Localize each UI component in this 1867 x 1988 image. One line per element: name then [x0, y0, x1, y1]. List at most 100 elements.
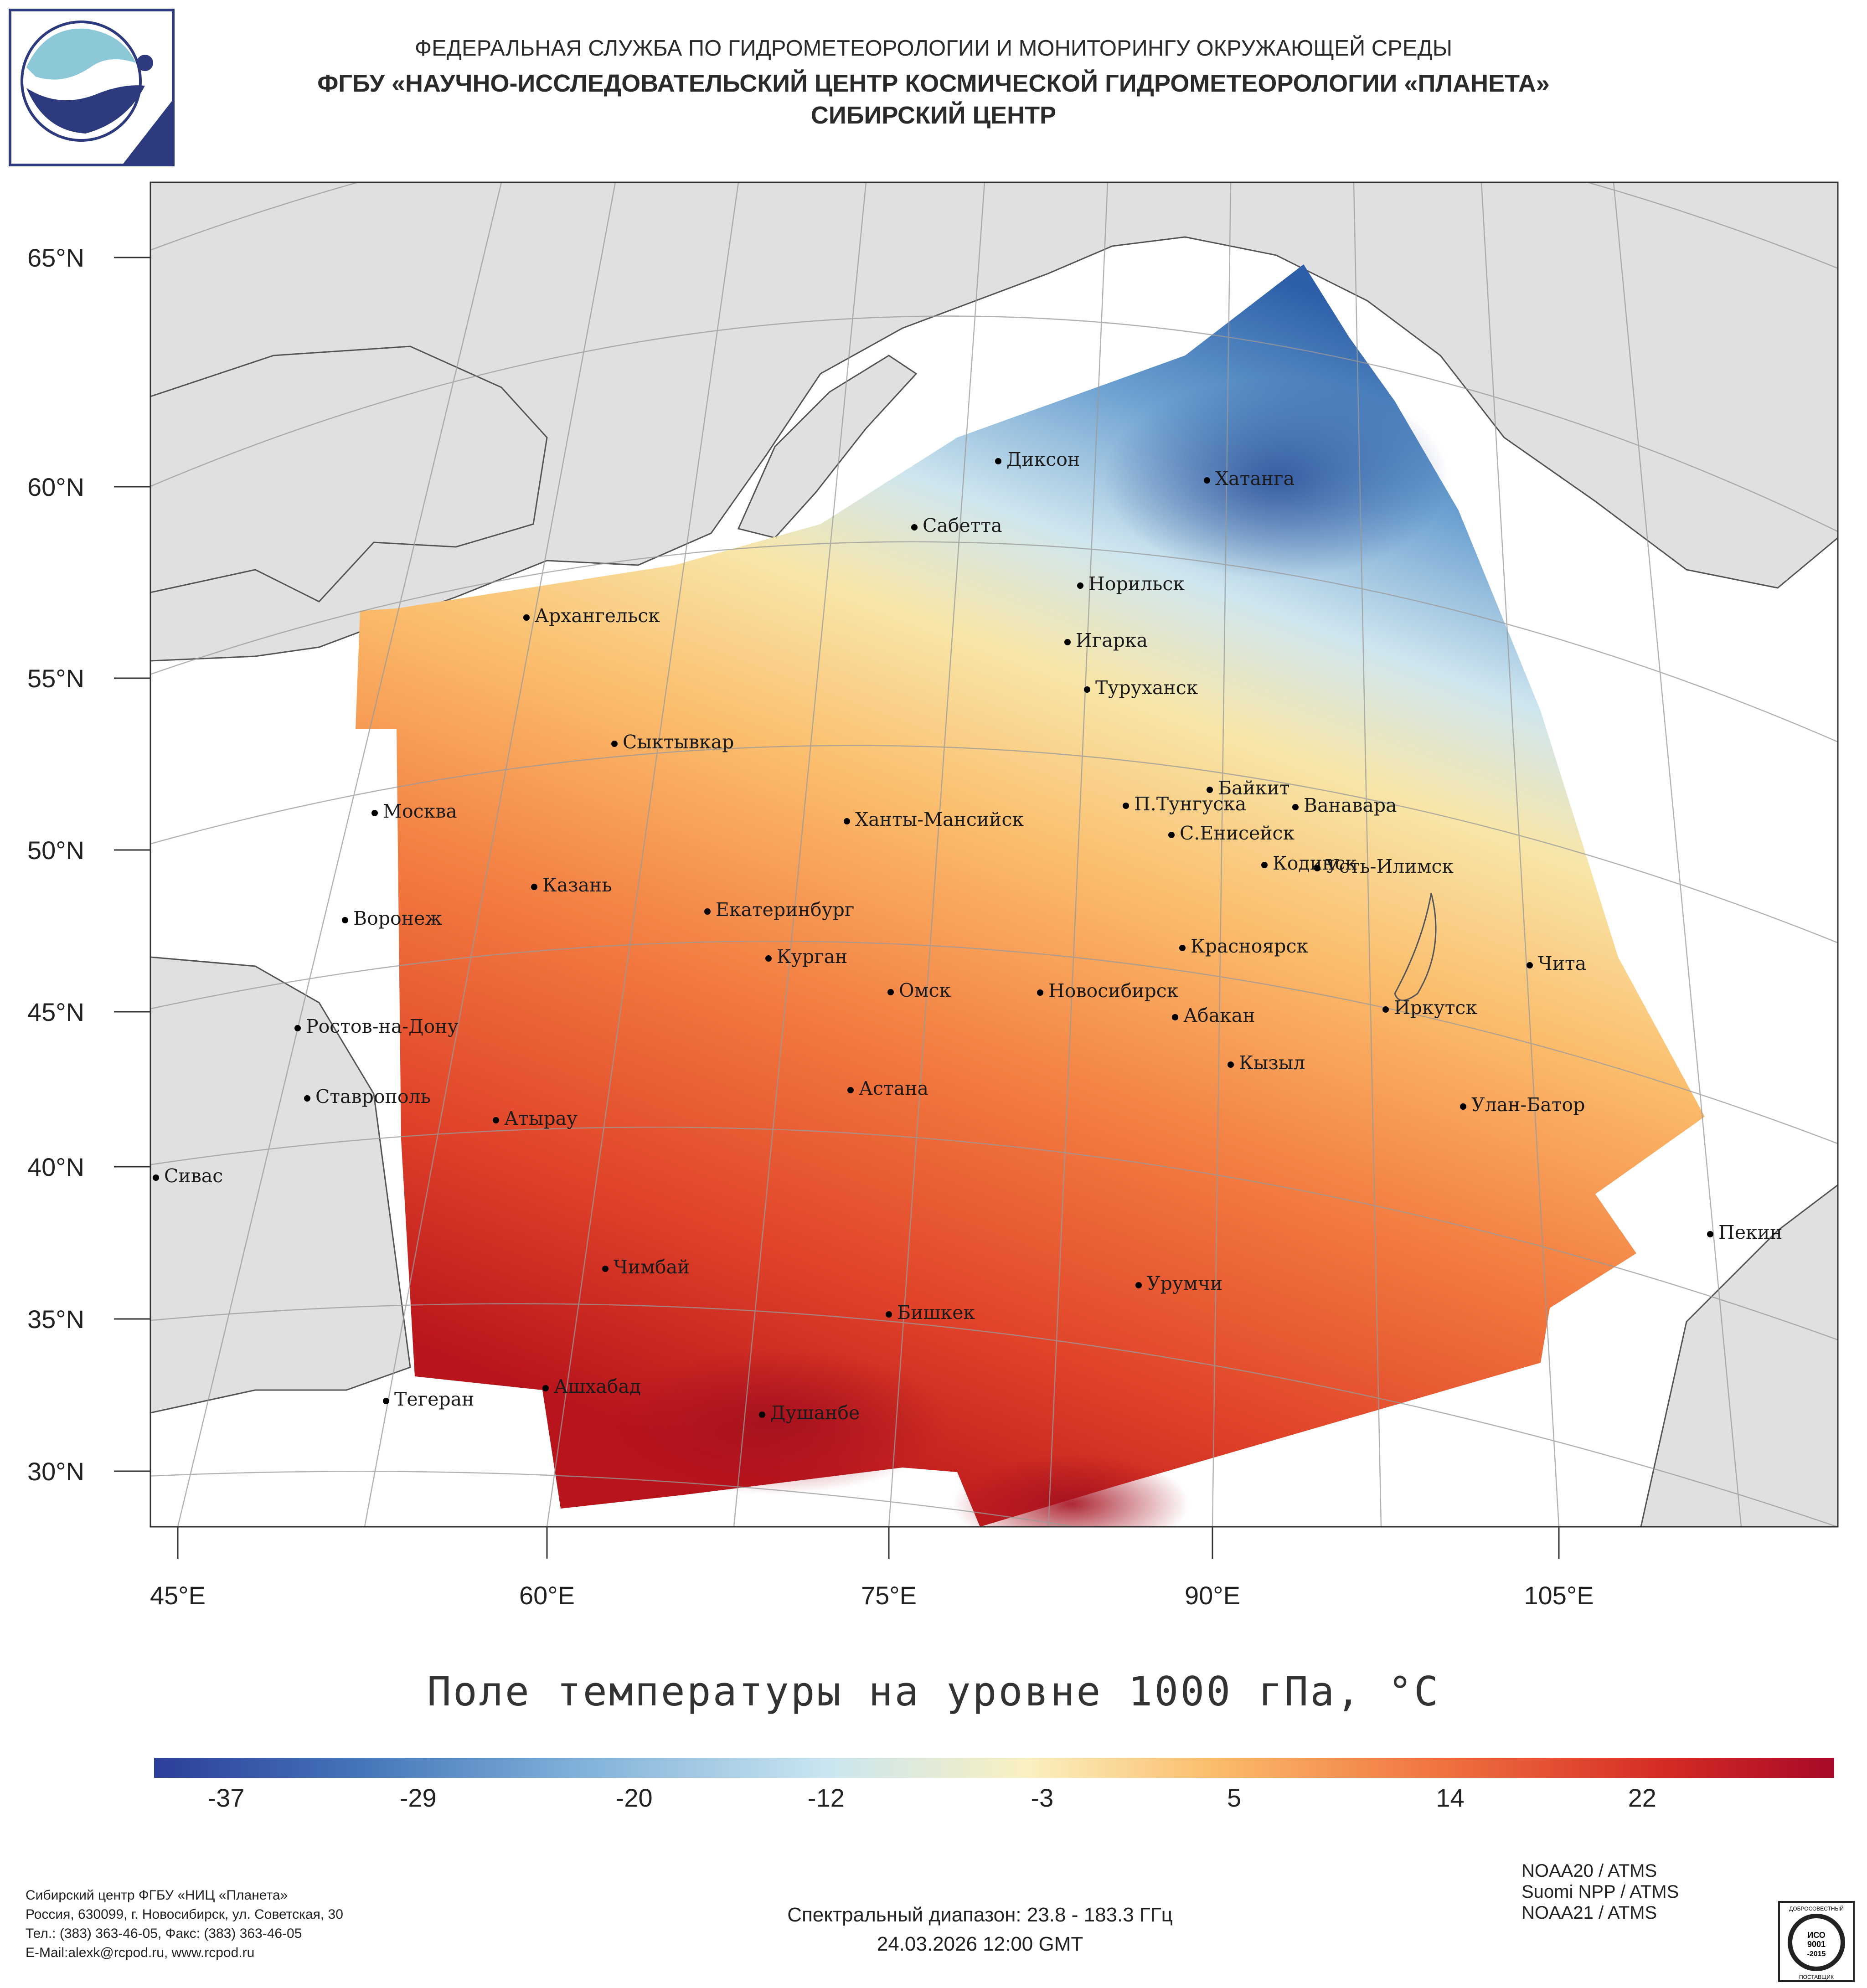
svg-text:Кодинск: Кодинск	[1273, 852, 1357, 874]
city-stavropol: Ставрополь	[304, 1086, 431, 1107]
warm-anomaly-southwest	[602, 1349, 948, 1495]
svg-text:Диксон: Диксон	[1006, 448, 1080, 470]
lat-label: 45°N	[27, 998, 84, 1026]
city-khatanga: Хатанга	[1204, 468, 1295, 489]
city-astana: Астана	[847, 1077, 928, 1099]
svg-text:П.Тунгуска: П.Тунгуска	[1134, 793, 1246, 815]
lat-label: 60°N	[27, 473, 84, 501]
svg-text:Ханты-Мансийск: Ханты-Мансийск	[855, 809, 1024, 830]
lat-label: 55°N	[27, 664, 84, 693]
city-s-eniseysk: С.Енисейск	[1168, 822, 1295, 844]
svg-text:Байкит: Байкит	[1218, 777, 1290, 799]
lat-label: 50°N	[27, 836, 84, 865]
lat-label: 30°N	[27, 1457, 84, 1486]
colorbar-tick-label: 22	[1628, 1783, 1656, 1812]
colorbar-tick-label: -3	[1031, 1783, 1054, 1812]
city-urumqi: Урумчи	[1135, 1272, 1222, 1294]
city-voronezh: Воронеж	[342, 907, 442, 929]
temperature-swath	[356, 264, 1705, 1527]
lon-label: 45°E	[150, 1581, 206, 1610]
svg-text:Ашхабад: Ашхабад	[554, 1375, 641, 1397]
city-rostov-na-donu: Ростов-на-Дону	[294, 1015, 459, 1037]
city-arkhangelsk: Архангельск	[523, 605, 660, 627]
org-address: Россия, 630099, г. Новосибирск, ул. Сове…	[26, 1907, 343, 1922]
datetime: 24.03.2026 12:00 GMT	[877, 1933, 1083, 1955]
svg-text:Хатанга: Хатанга	[1215, 468, 1295, 489]
svg-text:Пекин: Пекин	[1718, 1221, 1782, 1243]
svg-text:Улан-Батор: Улан-Батор	[1471, 1094, 1585, 1116]
map-frame	[150, 181, 1839, 1528]
footer-organization: Сибирский центр ФГБУ «НИЦ «Планета» Росс…	[26, 1886, 343, 1962]
city-sivas: Сивас	[153, 1165, 223, 1187]
land-scandinavia	[150, 345, 548, 603]
lat-label: 65°N	[27, 243, 84, 272]
colorbar-tick-label: -29	[399, 1783, 437, 1812]
graticule	[150, 182, 1838, 1527]
city-tehran: Тегеран	[383, 1388, 474, 1410]
land-novaya-zemlya	[737, 355, 918, 539]
svg-text:Туруханск: Туруханск	[1095, 677, 1198, 699]
svg-text:Иркутск: Иркутск	[1394, 997, 1477, 1019]
colorbar-tick-label: -12	[807, 1783, 845, 1812]
svg-text:Ванавара: Ванавара	[1304, 794, 1397, 816]
svg-text:ДОБРОСОВЕСТНЫЙ: ДОБРОСОВЕСТНЫЙ	[1789, 1905, 1844, 1912]
footer-instruments: NOAA20 / ATMS Suomi NPP / ATMS NOAA21 / …	[1521, 1860, 1679, 1923]
svg-text:Воронеж: Воронеж	[353, 907, 442, 929]
city-kurgan: Курган	[765, 946, 847, 968]
city-baykit: Байкит	[1207, 777, 1290, 799]
svg-text:Ростов-на-Дону: Ростов-на-Дону	[306, 1015, 459, 1037]
instrument-3: NOAA21 / ATMS	[1521, 1903, 1657, 1923]
svg-text:Архангельск: Архангельск	[535, 605, 660, 627]
colorbar-tick-label: -37	[207, 1783, 245, 1812]
city-ashgabat: Ашхабад	[542, 1375, 641, 1397]
city-norilsk: Норильск	[1077, 573, 1185, 595]
city-sabetta: Сабетта	[911, 515, 1002, 536]
svg-text:Чита: Чита	[1538, 953, 1586, 974]
header-branch: СИБИРСКИЙ ЦЕНТР	[810, 102, 1057, 129]
city-ekaterinburg: Екатеринбург	[704, 899, 854, 921]
land-east-asia	[1640, 1184, 1838, 1527]
longitude-labels: 45°E 60°E 75°E 90°E 105°E	[150, 1527, 1594, 1610]
org-name: Сибирский центр ФГБУ «НИЦ «Планета»	[26, 1888, 288, 1903]
svg-text:Ставрополь: Ставрополь	[315, 1086, 431, 1107]
latitude-labels: 65°N 60°N 55°N 50°N 45°N 40°N 35°N 30°N	[27, 243, 150, 1486]
cold-anomaly	[1103, 378, 1449, 579]
lon-label: 60°E	[519, 1581, 575, 1610]
svg-text:Сыктывкар: Сыктывкар	[623, 731, 734, 753]
svg-text:Усть-Илимск: Усть-Илимск	[1325, 855, 1454, 877]
spectral-range: Спектральный диапазон: 23.8 - 183.3 ГГц	[787, 1904, 1173, 1926]
svg-text:Атырау: Атырау	[504, 1107, 578, 1129]
svg-text:Сивас: Сивас	[164, 1165, 223, 1187]
land-caspian-region	[150, 956, 411, 1414]
colorbar-tick-label: -20	[615, 1783, 653, 1812]
svg-text:Курган: Курган	[777, 946, 847, 968]
city-kazan: Казань	[531, 874, 612, 896]
svg-text:Красноярск: Красноярск	[1191, 935, 1308, 957]
svg-text:Астана: Астана	[859, 1077, 928, 1099]
lake-baikal	[1394, 893, 1437, 1001]
city-moscow: Москва	[371, 800, 457, 822]
svg-text:Игарка: Игарка	[1076, 629, 1148, 651]
org-email: E-Mail:alexk@rcpod.ru, www.rcpod.ru	[26, 1945, 255, 1960]
city-krasnoyarsk: Красноярск	[1179, 935, 1308, 957]
iso-9001-logo: ДОБРОСОВЕСТНЫЙ ИСО 9001 -2015 ПОСТАВЩИК	[1778, 1901, 1855, 1982]
city-dushanbe: Душанбе	[759, 1402, 860, 1424]
svg-text:Омск: Омск	[899, 979, 951, 1001]
city-khanty-mansiysk: Ханты-Мансийск	[844, 809, 1024, 830]
svg-text:Тегеран: Тегеран	[394, 1388, 474, 1410]
lon-label: 105°E	[1524, 1581, 1594, 1610]
city-atyrau: Атырау	[493, 1107, 578, 1129]
org-phone: Тел.: (383) 363-46-05, Факс: (383) 363-4…	[26, 1926, 302, 1941]
svg-text:Абакан: Абакан	[1183, 1004, 1255, 1026]
city-p-tunguska: П.Тунгуска	[1123, 793, 1246, 815]
city-bishkek: Бишкек	[886, 1302, 975, 1324]
instrument-1: NOAA20 / ATMS	[1521, 1861, 1657, 1881]
svg-text:Чимбай: Чимбай	[614, 1256, 690, 1278]
colorbar-tick-label: 14	[1436, 1783, 1465, 1812]
svg-text:Москва: Москва	[383, 800, 457, 822]
planeta-logo	[9, 9, 175, 166]
svg-text:9001: 9001	[1807, 1940, 1826, 1949]
svg-text:Бишкек: Бишкек	[897, 1302, 975, 1324]
city-igarka: Игарка	[1064, 629, 1148, 651]
city-ust-ilimsk: Усть-Илимск	[1314, 855, 1454, 877]
